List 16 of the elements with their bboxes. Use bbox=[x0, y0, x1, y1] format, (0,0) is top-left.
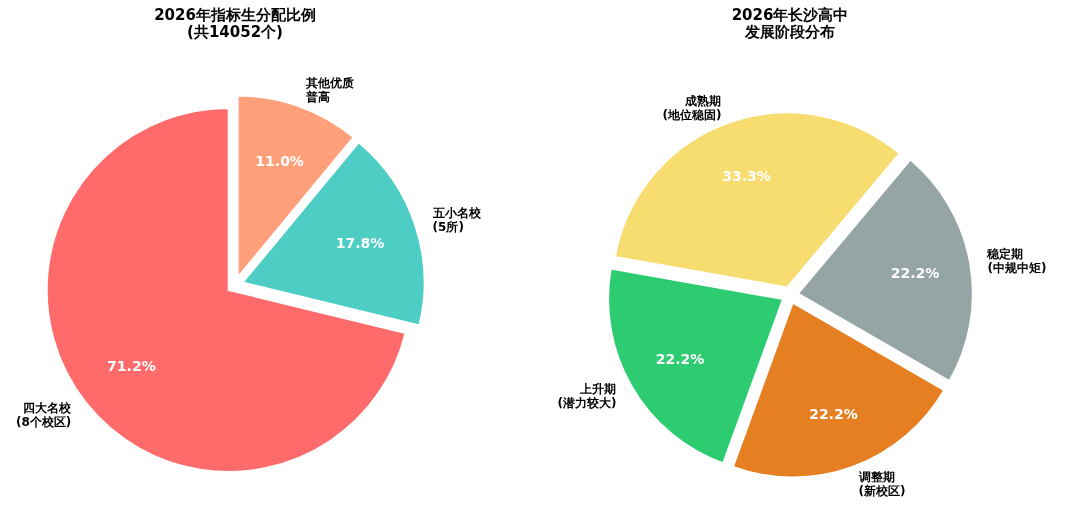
data-label: 22.2% bbox=[655, 350, 705, 367]
data-label: 17.8% bbox=[335, 235, 385, 252]
chart-title: 2026年长沙高中发展阶段分布 bbox=[731, 6, 849, 41]
slice-label: 稳定期 (中规中矩) bbox=[986, 247, 1047, 276]
data-label: 71.2% bbox=[107, 358, 156, 375]
slice-label: 其他优质普高 bbox=[304, 76, 354, 105]
data-label: 22.2% bbox=[809, 406, 858, 423]
slice-label: 上升期 (潜力较大) bbox=[557, 382, 617, 411]
data-label: 33.3% bbox=[722, 167, 771, 184]
data-label: 22.2% bbox=[890, 264, 940, 281]
data-label: 11.0% bbox=[255, 153, 304, 170]
slice-label: 四大名校 (8个校区) bbox=[15, 400, 73, 429]
slice-label: 五小名校 (5所) bbox=[431, 206, 482, 235]
chart-title: 2026年指标生分配比例 (共14052个) bbox=[154, 6, 316, 41]
slice-label: 调整期 (新校区) bbox=[857, 470, 906, 499]
slice-label: 成熟期 (地位稳固) bbox=[662, 93, 722, 122]
